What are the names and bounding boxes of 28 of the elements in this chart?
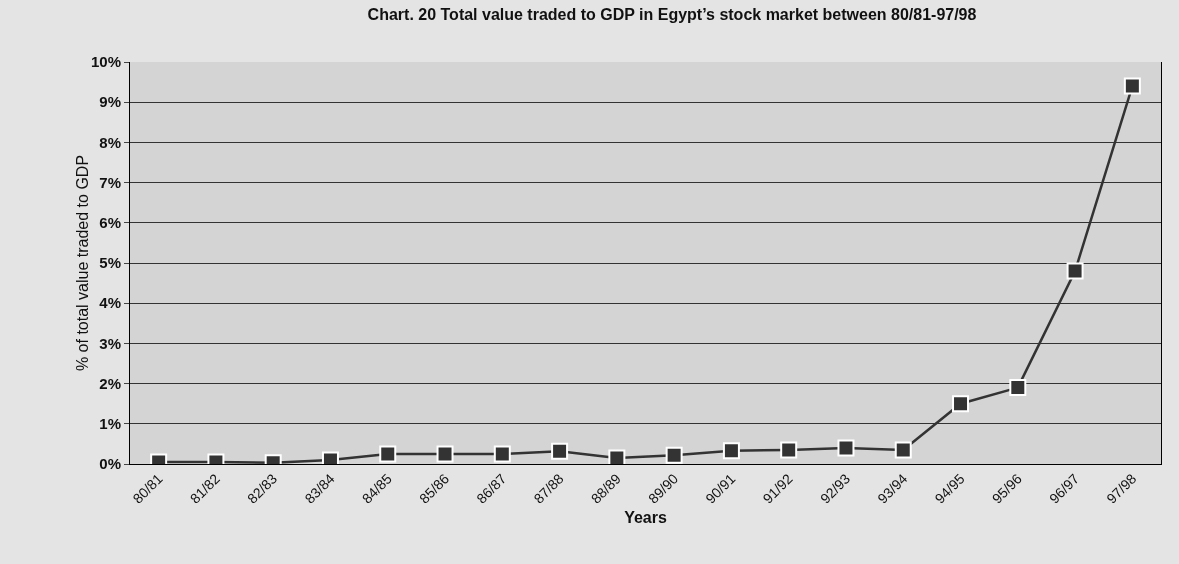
y-tick-label: 6% bbox=[99, 214, 121, 232]
y-tick-label: 5% bbox=[99, 254, 121, 272]
x-axis-title: Years bbox=[624, 508, 667, 526]
point bbox=[952, 395, 970, 413]
point bbox=[551, 442, 569, 460]
point bbox=[1123, 77, 1141, 95]
y-tick-label: 2% bbox=[99, 374, 121, 392]
point bbox=[722, 442, 740, 460]
point bbox=[436, 445, 454, 463]
y-tick-label: 1% bbox=[99, 415, 121, 433]
point bbox=[379, 445, 397, 463]
y-axis-title: % of total value traded to GDP bbox=[74, 154, 91, 372]
point bbox=[837, 439, 855, 457]
point bbox=[1066, 262, 1084, 280]
y-tick-label: 0% bbox=[99, 455, 121, 473]
point bbox=[780, 441, 798, 459]
chart-title: Chart. 20 Total value traded to GDP in Egypt’s stock market between 80/81-97/98 bbox=[367, 5, 977, 23]
point bbox=[1009, 379, 1027, 397]
y-tick-label: 3% bbox=[99, 334, 121, 352]
y-tick-label: 10% bbox=[90, 53, 121, 71]
y-tick-label: 4% bbox=[99, 294, 121, 312]
y-tick-label: 7% bbox=[99, 173, 121, 191]
point bbox=[493, 445, 511, 463]
point bbox=[608, 449, 626, 464]
y-tick-label: 8% bbox=[99, 133, 121, 151]
point bbox=[894, 441, 912, 459]
point bbox=[665, 446, 683, 464]
y-tick-label: 9% bbox=[99, 93, 121, 111]
